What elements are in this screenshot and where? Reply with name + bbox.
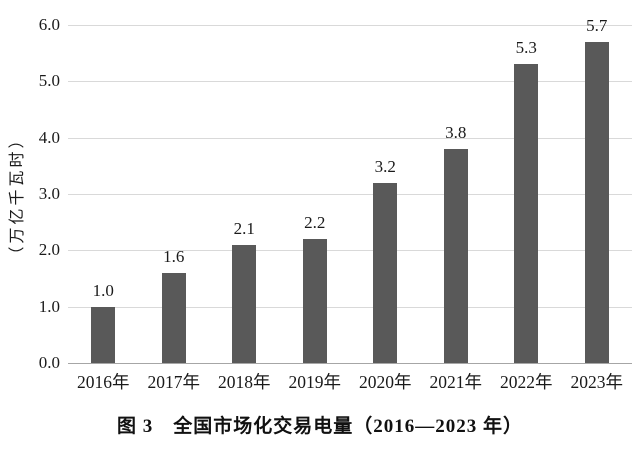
x-tick-label: 2023年 — [570, 372, 624, 392]
bar-2016年 — [91, 306, 116, 363]
x-axis-line — [68, 363, 632, 364]
y-tick-label: 0.0 — [38, 353, 60, 372]
bar-value-label: 3.2 — [374, 156, 396, 176]
figure-caption: 图 3 全国市场化交易电量（2016—2023 年） — [116, 416, 523, 437]
bar-2023年 — [584, 41, 609, 363]
bar-value-label: 3.8 — [445, 122, 467, 142]
gridline — [68, 137, 632, 139]
y-tick-label: 4.0 — [38, 127, 60, 147]
x-tick-label: 2019年 — [288, 372, 342, 392]
bar-chart: （万亿千瓦时） 0.0 1.0 2.0 3.0 4.0 5.0 6.0 2016年 2017年… — [9, 15, 632, 392]
x-tick-label: 2022年 — [500, 372, 553, 392]
bar-value-label: 2.2 — [304, 213, 326, 233]
gridline — [68, 306, 632, 308]
bar-2018年 — [232, 244, 257, 363]
gridline — [68, 25, 632, 26]
y-tick-label: 5.0 — [38, 71, 60, 91]
bar-value-label: 5.7 — [586, 15, 608, 35]
bar-value-label: 2.1 — [233, 218, 255, 238]
plot-area — [68, 25, 632, 364]
x-tick-label: 2017年 — [147, 372, 201, 392]
bar-2017年 — [161, 272, 186, 363]
bar-value-label: 1.6 — [163, 246, 185, 266]
y-tick-label: 6.0 — [38, 15, 60, 34]
x-tick-label: 2018年 — [218, 372, 271, 392]
y-tick-label: 3.0 — [38, 184, 60, 203]
y-tick-label: 1.0 — [38, 296, 60, 316]
bar-2019年 — [302, 239, 327, 363]
bar-2020年 — [373, 182, 398, 363]
y-tick-label: 2.0 — [38, 240, 60, 260]
bar-2021年 — [443, 148, 468, 363]
bar-value-label: 1.0 — [92, 280, 114, 300]
bar-2022年 — [514, 64, 539, 363]
x-tick-label: 2016年 — [77, 372, 130, 392]
gridline — [68, 81, 632, 83]
x-tick-label: 2020年 — [359, 372, 412, 392]
x-tick-label: 2021年 — [429, 372, 483, 392]
bar-value-label: 5.3 — [515, 38, 537, 58]
gridline — [68, 194, 632, 195]
gridline — [68, 250, 632, 252]
